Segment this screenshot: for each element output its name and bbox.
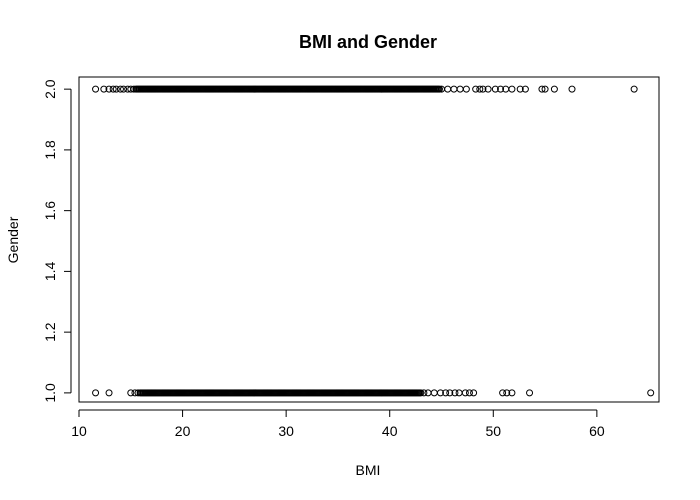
data-point	[526, 389, 534, 397]
data-point	[456, 85, 464, 93]
data-point	[538, 85, 546, 93]
data-point	[120, 85, 128, 93]
x-tick-label: 10	[71, 423, 87, 439]
y-axis-label: Gender	[5, 216, 21, 263]
data-point	[508, 85, 516, 93]
data-point	[521, 85, 529, 93]
data-point	[541, 85, 549, 93]
data-point	[435, 85, 443, 93]
data-point	[455, 389, 463, 397]
x-tick-label: 50	[485, 423, 501, 439]
data-point	[497, 85, 505, 93]
data-point	[112, 85, 120, 93]
chart-title: BMI and Gender	[299, 32, 437, 52]
data-point	[476, 85, 484, 93]
data-point	[472, 85, 480, 93]
y-tick-label: 1.2	[42, 322, 58, 342]
data-points	[92, 85, 655, 397]
data-point	[491, 85, 499, 93]
data-point	[100, 85, 108, 93]
data-point	[479, 85, 487, 93]
data-point	[568, 85, 576, 93]
x-tick-label: 30	[278, 423, 294, 439]
data-point	[442, 389, 450, 397]
x-tick-label: 60	[589, 423, 605, 439]
x-tick-label: 20	[175, 423, 191, 439]
x-axis-label: BMI	[356, 462, 381, 478]
y-tick-label: 1.8	[42, 140, 58, 160]
data-point	[503, 389, 511, 397]
data-point	[116, 85, 124, 93]
data-point	[462, 85, 470, 93]
data-point	[417, 389, 425, 397]
data-point	[446, 389, 454, 397]
data-point	[430, 389, 438, 397]
y-axis: 1.0 1.2 1.4 1.6 1.8 2.0	[42, 79, 72, 403]
data-point	[109, 85, 117, 93]
y-tick-label: 1.4	[42, 261, 58, 281]
y-tick-label: 1.6	[42, 201, 58, 221]
data-point	[550, 85, 558, 93]
data-point	[499, 389, 507, 397]
data-point	[450, 85, 458, 93]
x-axis: 10 20 30 40 50 60	[71, 409, 605, 439]
data-point	[105, 389, 113, 397]
data-point	[424, 389, 432, 397]
data-point	[127, 389, 135, 397]
data-point	[92, 389, 100, 397]
y-tick-label: 1.0	[42, 383, 58, 403]
plot-frame	[78, 76, 660, 403]
data-point	[444, 85, 452, 93]
data-point	[630, 85, 638, 93]
x-tick-label: 40	[382, 423, 398, 439]
y-tick-label: 2.0	[42, 79, 58, 99]
data-point	[451, 389, 459, 397]
data-point	[105, 85, 113, 93]
data-point	[470, 389, 478, 397]
data-point	[465, 389, 473, 397]
data-point	[92, 85, 100, 93]
data-point	[508, 389, 516, 397]
data-point	[484, 85, 492, 93]
data-point	[516, 85, 524, 93]
data-point	[436, 389, 444, 397]
data-point	[461, 389, 469, 397]
data-point	[647, 389, 655, 397]
